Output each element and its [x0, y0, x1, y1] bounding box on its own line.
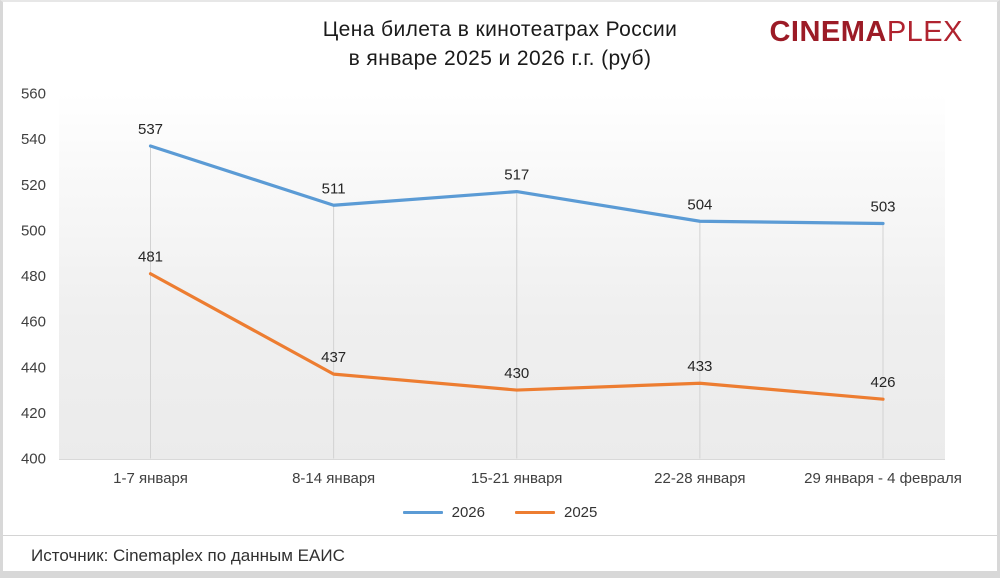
data-label-2025: 481	[138, 249, 163, 266]
logo-text-cinema: CINEMA	[769, 16, 887, 48]
series-line-2025	[148, 272, 885, 401]
y-tick-label: 560	[21, 86, 46, 103]
y-tick-label: 500	[21, 222, 46, 239]
chart-title: Цена билета в кинотеатрах России в январ…	[3, 15, 997, 73]
series-line-2026	[148, 144, 885, 226]
legend-item-2026: 2026	[402, 504, 485, 521]
x-category-label: 15-21 января	[471, 470, 562, 487]
legend-swatch-2026	[402, 511, 443, 514]
x-category-label: 8-14 января	[292, 470, 375, 487]
source-caption: Источник: Cinemaplex по данным ЕАИС	[31, 546, 345, 565]
data-label-2026: 503	[870, 199, 895, 216]
data-label-2026: 517	[504, 167, 529, 184]
legend-label-2026: 2026	[451, 504, 485, 521]
legend-label-2025: 2025	[564, 504, 598, 521]
data-label-2026: 537	[138, 121, 163, 138]
chart-title-line1: Цена билета в кинотеатрах России	[322, 18, 678, 41]
cinemaplex-logo: CINEMAPLEX	[769, 16, 963, 49]
footer-divider	[3, 535, 997, 536]
y-tick-label: 520	[21, 177, 46, 194]
data-label-2026: 504	[687, 196, 712, 213]
data-label-2025: 426	[870, 374, 895, 391]
data-label-2025: 430	[504, 365, 529, 382]
legend-swatch-2025	[515, 511, 555, 514]
chart-title-line2: в январе 2025 и 2026 г.г. (руб)	[348, 47, 652, 70]
logo-text-plex: PLEX	[886, 16, 963, 48]
x-category-label: 1-7 января	[113, 470, 188, 487]
y-tick-label: 400	[21, 451, 46, 468]
y-tick-label: 440	[21, 359, 46, 376]
line-chart: 400 420 440 460 480 500 520 540 560 1-7 января 8-1…	[21, 86, 962, 488]
y-tick-label: 420	[21, 405, 46, 422]
y-tick-label: 460	[21, 314, 46, 331]
data-label-2026: 511	[322, 180, 346, 197]
y-tick-label: 540	[21, 131, 46, 148]
y-tick-label: 480	[21, 268, 46, 285]
x-category-label: 29 января - 4 февраля	[804, 470, 962, 487]
x-category-label: 22-28 января	[654, 470, 745, 487]
legend-item-2025: 2025	[515, 504, 597, 521]
data-label-2025: 437	[321, 349, 346, 366]
plot-area-background	[59, 93, 945, 460]
data-label-2025: 433	[687, 358, 712, 375]
chart-legend: 2026 2025	[3, 504, 997, 521]
